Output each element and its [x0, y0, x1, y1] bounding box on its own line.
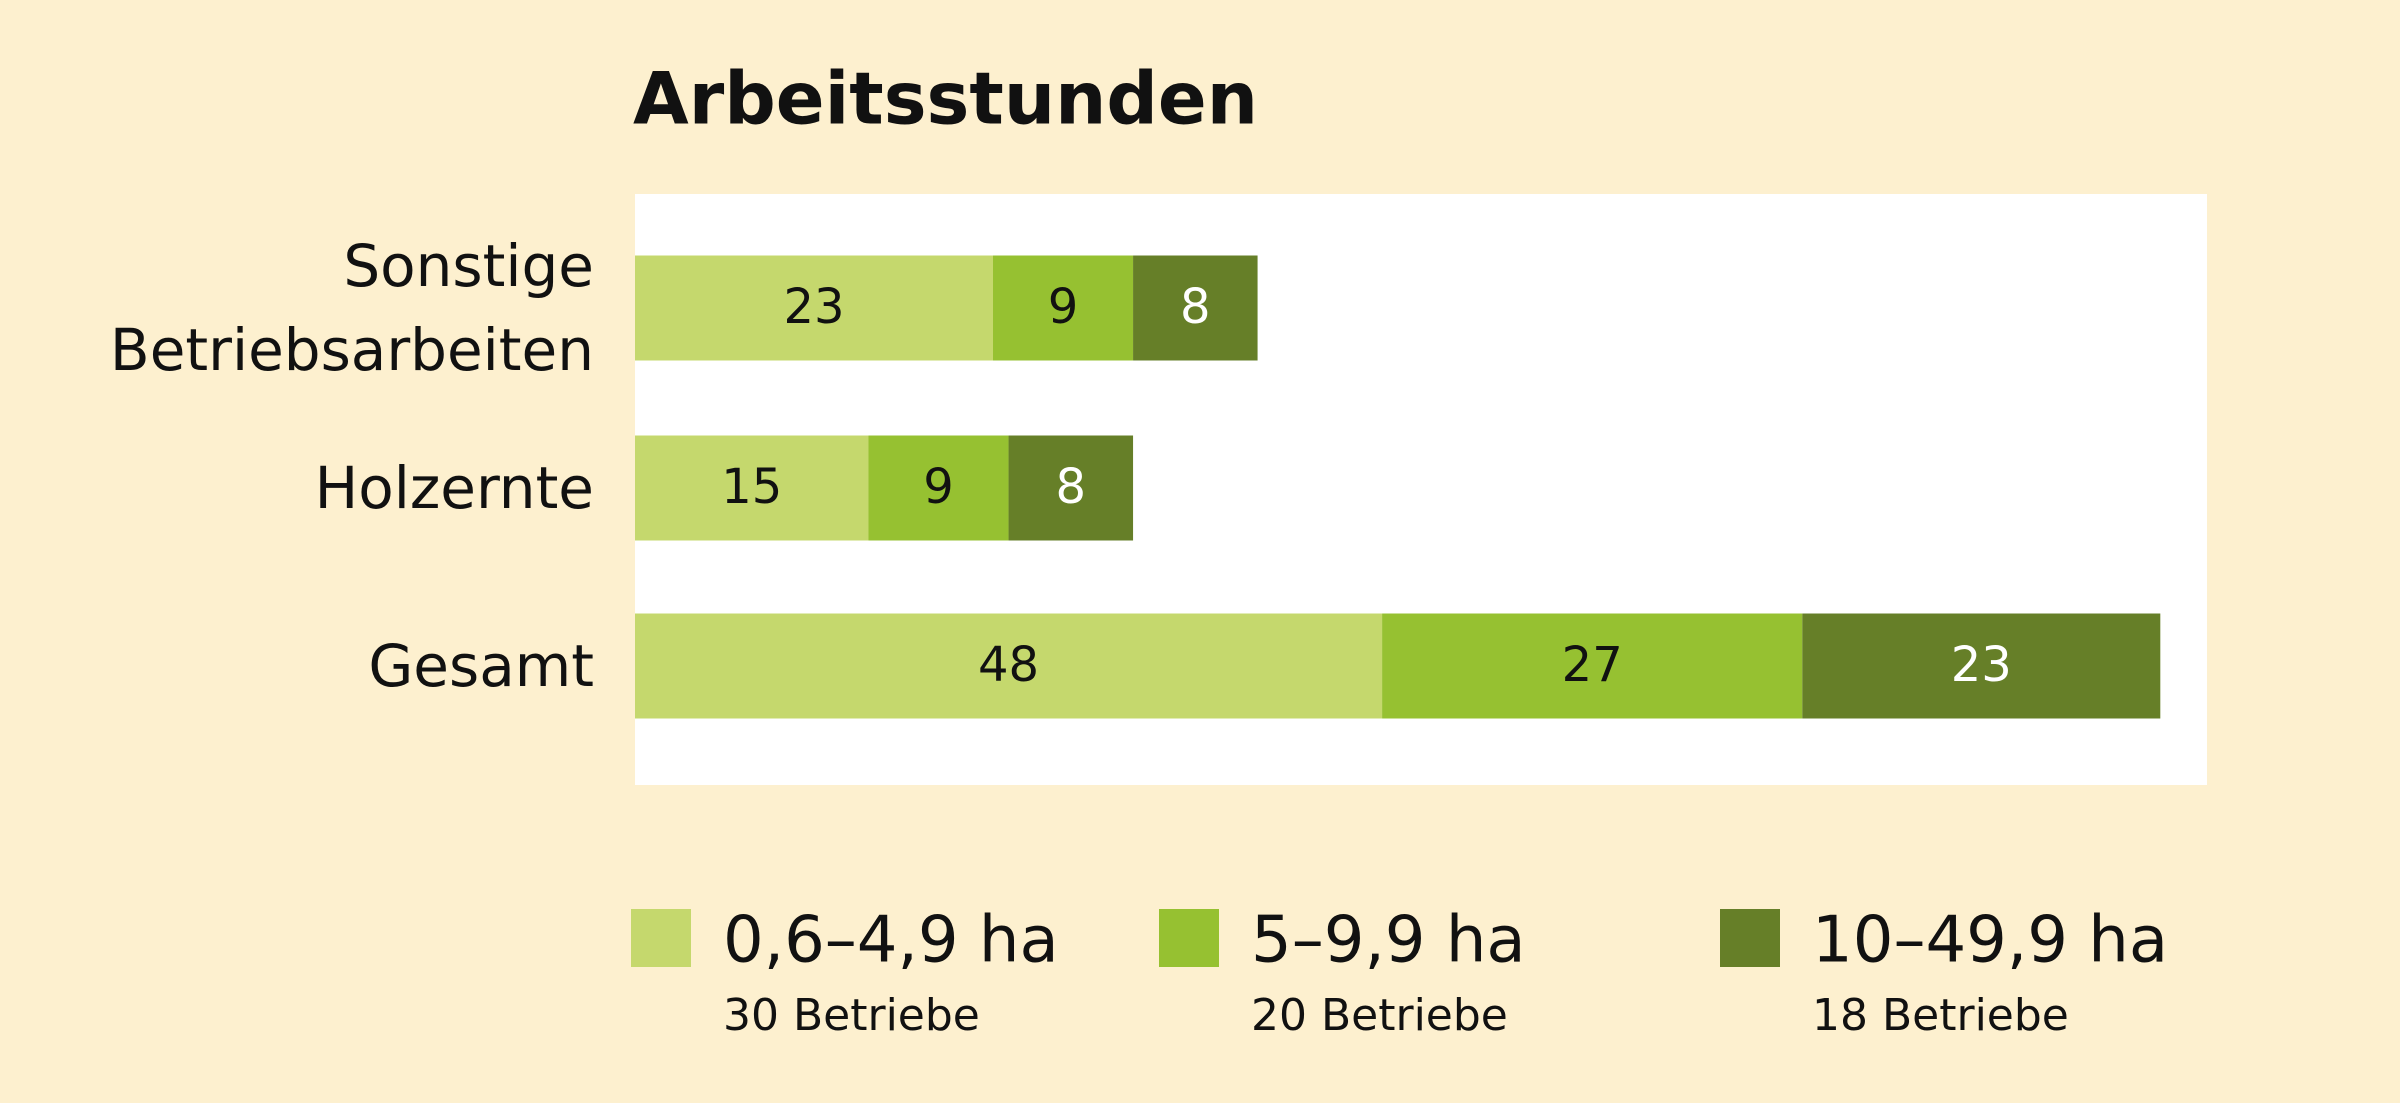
legend-note: 18 Betriebe	[1812, 990, 2069, 1041]
value-label: 9	[923, 459, 954, 515]
value-label: 23	[1951, 637, 2012, 693]
category-label-wrap: Gesamt	[0, 556, 594, 776]
legend-swatch	[631, 909, 691, 967]
value-label: 8	[1056, 459, 1087, 515]
bar-segment	[992, 255, 1134, 361]
legend-label: 10–49,9 ha	[1812, 904, 2168, 978]
legend-swatch	[1720, 909, 1780, 967]
category-label: Holzernte	[314, 454, 594, 522]
category-label: Gesamt	[368, 632, 594, 700]
chart-title: Arbeitsstunden	[633, 57, 1258, 141]
category-label-box: Gesamt	[0, 556, 594, 776]
value-label: 8	[1180, 279, 1211, 335]
legend-label: 5–9,9 ha	[1251, 904, 1526, 978]
category-label: Sonstige Betriebsarbeiten	[109, 232, 594, 384]
value-label: 15	[721, 459, 782, 515]
legend-label: 0,6–4,9 ha	[723, 904, 1059, 978]
value-label: 9	[1048, 279, 1079, 335]
bar-segment	[1008, 435, 1134, 541]
bar-segment	[1382, 613, 1803, 719]
bar-segment	[635, 435, 869, 541]
bar-segment	[1133, 255, 1258, 361]
bar-segment	[635, 613, 1383, 719]
legend-note: 20 Betriebe	[1251, 990, 1508, 1041]
category-label-box: Holzernte	[0, 378, 594, 598]
legend-swatch	[1159, 909, 1219, 967]
category-label-wrap: Holzernte	[0, 378, 594, 598]
bar-segment	[635, 255, 993, 361]
category-label-box: Sonstige Betriebsarbeiten	[0, 198, 594, 418]
legend-note: 30 Betriebe	[723, 990, 980, 1041]
value-label: 23	[783, 279, 844, 335]
bar-segment	[868, 435, 1009, 541]
value-label: 48	[978, 637, 1039, 693]
bar-segment	[1802, 613, 2161, 719]
value-label: 27	[1562, 637, 1623, 693]
category-label-wrap: Sonstige Betriebsarbeiten	[0, 198, 594, 418]
